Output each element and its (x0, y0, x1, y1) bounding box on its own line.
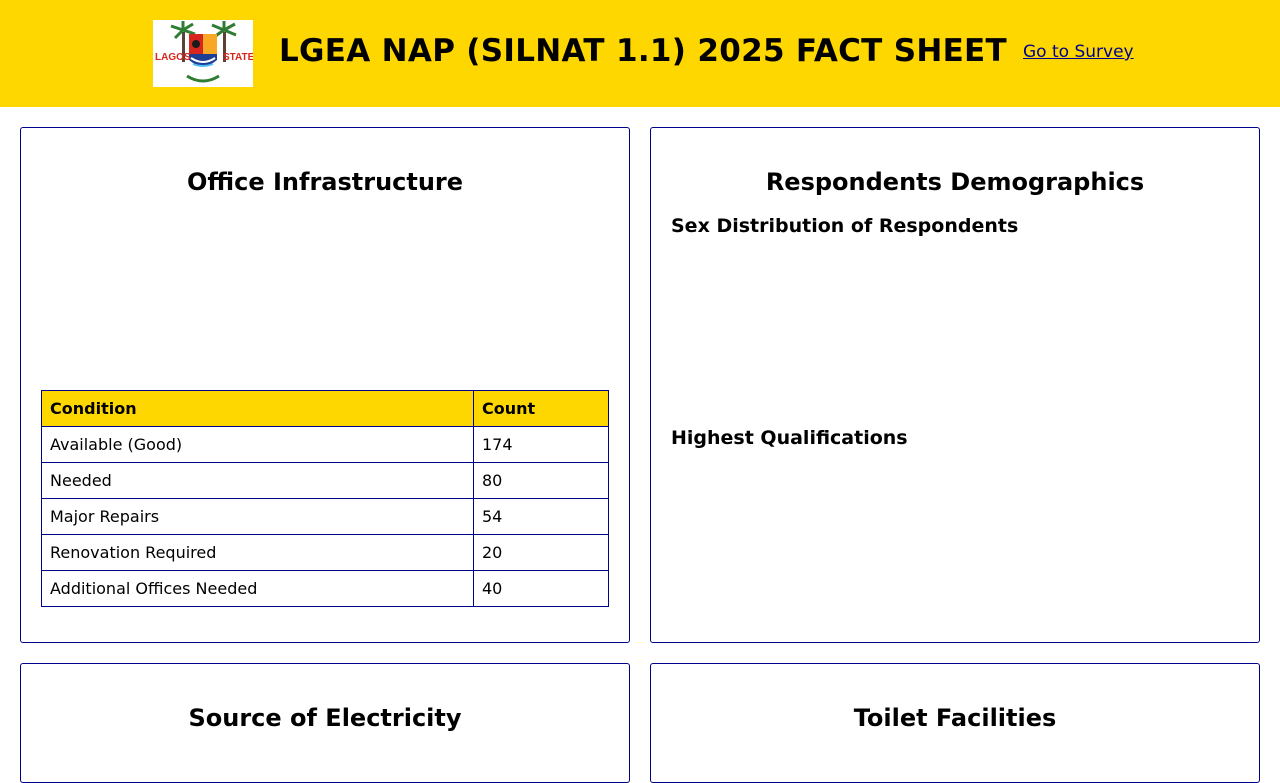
table-row: Additional Offices Needed 40 (41, 570, 609, 607)
column-header-condition: Condition (41, 390, 474, 427)
sex-distribution-heading: Sex Distribution of Respondents (671, 215, 1019, 237)
condition-cell: Available (Good) (41, 426, 474, 463)
count-cell: 80 (473, 462, 609, 499)
lagos-state-logo: LAGOS STATE (153, 20, 255, 87)
column-header-count: Count (473, 390, 609, 427)
toilet-facilities-card: Toilet Facilities (650, 663, 1260, 783)
source-of-electricity-card: Source of Electricity (20, 663, 630, 783)
highest-qualifications-heading: Highest Qualifications (671, 427, 908, 449)
respondents-demographics-title: Respondents Demographics (765, 168, 1145, 196)
count-cell: 174 (473, 426, 609, 463)
count-cell: 54 (473, 498, 609, 535)
count-cell: 40 (473, 570, 609, 607)
condition-cell: Renovation Required (41, 534, 474, 571)
condition-cell: Needed (41, 462, 474, 499)
office-infrastructure-title: Office Infrastructure (186, 168, 464, 196)
count-cell: 20 (473, 534, 609, 571)
source-of-electricity-title: Source of Electricity (188, 704, 462, 732)
condition-cell: Additional Offices Needed (41, 570, 474, 607)
table-row: Renovation Required 20 (41, 534, 609, 571)
office-infrastructure-card: Office Infrastructure Condition Count Av… (20, 127, 630, 643)
page-header: LAGOS STATE LGEA NAP (SILNAT 1.1) 2025 F… (0, 0, 1280, 107)
table-row: Needed 80 (41, 462, 609, 499)
table-row: Available (Good) 174 (41, 426, 609, 463)
respondents-demographics-card: Respondents Demographics Sex Distributio… (650, 127, 1260, 643)
logo-right-label: STATE (223, 52, 253, 63)
office-infrastructure-table: Condition Count Available (Good) 174 Nee… (41, 390, 609, 607)
page-title: LGEA NAP (SILNAT 1.1) 2025 FACT SHEET (279, 33, 1007, 69)
lagos-crest-icon: LAGOS STATE (155, 21, 255, 83)
go-to-survey-link[interactable]: Go to Survey (1023, 42, 1134, 62)
logo-left-label: LAGOS (155, 52, 191, 63)
table-header-row: Condition Count (41, 390, 609, 427)
table-row: Major Repairs 54 (41, 498, 609, 535)
condition-cell: Major Repairs (41, 498, 474, 535)
toilet-facilities-title: Toilet Facilities (853, 704, 1057, 732)
